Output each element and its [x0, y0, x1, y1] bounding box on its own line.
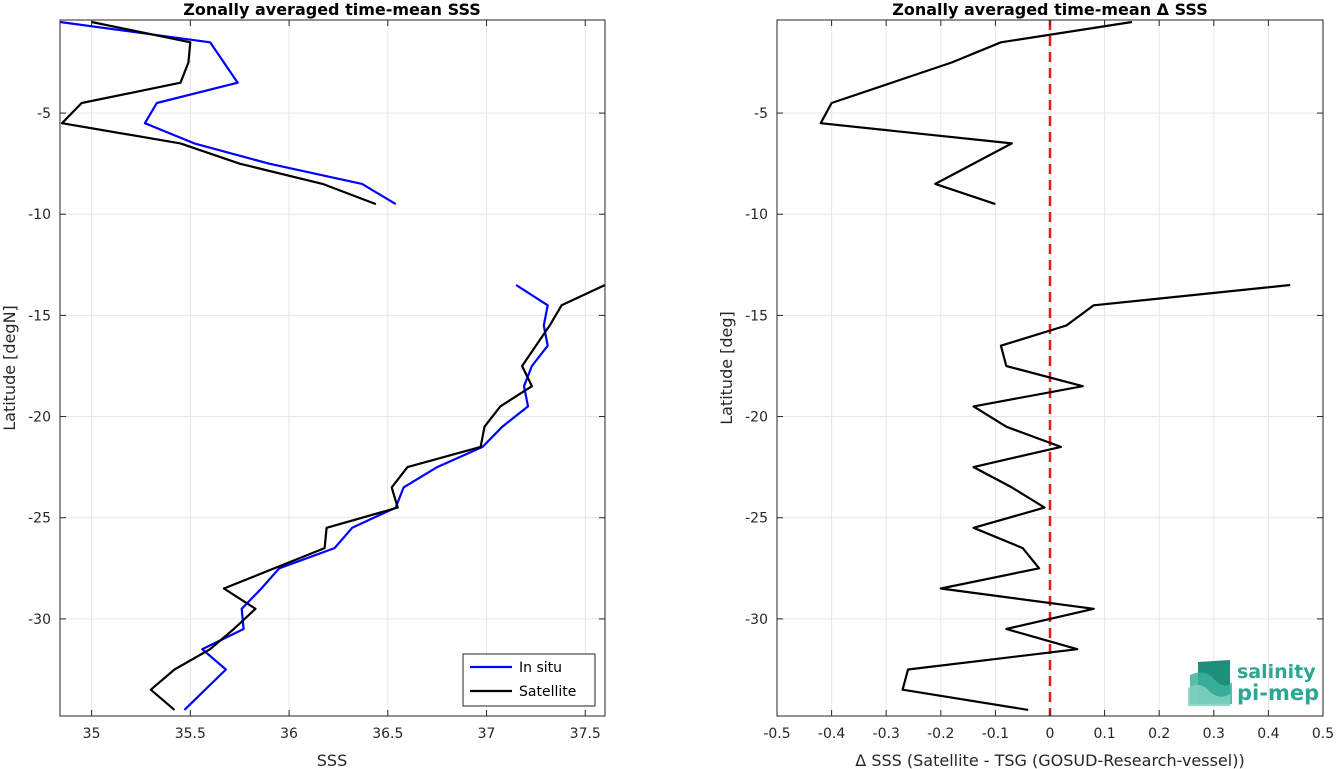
left-y-tick-label: -25: [28, 511, 51, 527]
legend-box: [462, 653, 596, 707]
right-x-tick-label: 0.4: [1257, 726, 1279, 742]
right-chart-panel: Zonally averaged time-mean Δ SSS -0.5 -0.…: [717, 0, 1334, 769]
right-series-0-line: [901, 283, 1291, 711]
right-chart-title: Zonally averaged time-mean Δ SSS: [892, 0, 1208, 19]
right-x-tick-label: -0.3: [873, 726, 900, 742]
left-y-tick-label: -10: [28, 207, 51, 223]
right-y-tick-label: -15: [745, 308, 768, 324]
left-y-tick-label: -15: [28, 308, 51, 324]
left-plot-area: [60, 20, 605, 716]
right-x-tick-label: 0.3: [1203, 726, 1225, 742]
legend-in-situ-label: In situ: [519, 660, 562, 676]
left-y-tick-label: -20: [28, 410, 51, 426]
right-series-0-line: [819, 20, 1133, 206]
left-axes-box: [59, 19, 606, 717]
left-chart-title: Zonally averaged time-mean SSS: [183, 0, 481, 19]
right-y-tick-label: -25: [745, 511, 768, 527]
left-y-ticks: -5 -10 -15 -20 -25 -30: [28, 106, 605, 628]
right-y-tick-label: -10: [745, 207, 768, 223]
left-x-ticks: 35 35.5 36 36.5 37 37.5: [83, 20, 601, 742]
right-x-tick-label: 0: [1046, 726, 1055, 742]
left-x-tick-label: 35.5: [175, 726, 206, 742]
left-x-tick-label: 36: [280, 726, 298, 742]
right-x-ticks: -0.5 -0.4 -0.3 -0.2 -0.1 0 0.1 0.2 0.3 0.4 0.5: [763, 20, 1334, 742]
right-x-tick-label: -0.1: [982, 726, 1009, 742]
right-x-tick-label: -0.4: [818, 726, 845, 742]
left-x-tick-label: 35: [83, 726, 101, 742]
left-y-tick-label: -5: [37, 106, 51, 122]
salinity-pi-mep-logo: salinity pi-mep: [1188, 660, 1319, 706]
left-satellite-line: [60, 20, 377, 206]
wave-logo-icon: [1188, 660, 1232, 706]
legend-satellite-label: Satellite: [519, 684, 576, 700]
left-x-tick-label: 37: [478, 726, 496, 742]
left-x-tick-label: 36.5: [372, 726, 403, 742]
left-x-axis-label: SSS: [317, 751, 347, 769]
right-x-tick-label: -0.2: [927, 726, 954, 742]
right-y-ticks: -5 -10 -15 -20 -25 -30: [745, 106, 1323, 628]
left-chart-panel: Zonally averaged time-mean SSS 35 35.5 36 3…: [0, 0, 606, 769]
right-y-axis-label: Latitude [deg]: [717, 311, 736, 425]
left-series-group: [59, 20, 606, 711]
left-in-situ-line: [183, 284, 549, 711]
left-y-tick-label: -30: [28, 612, 51, 628]
left-y-axis-label: Latitude [degN]: [0, 305, 19, 431]
right-y-tick-label: -5: [754, 106, 768, 122]
right-y-tick-label: -30: [745, 612, 768, 628]
left-in-situ-line: [59, 20, 397, 206]
right-series-group: [819, 20, 1291, 711]
logo-line-1: salinity: [1237, 661, 1316, 683]
right-y-tick-label: -20: [745, 410, 768, 426]
left-x-tick-label: 37.5: [570, 726, 601, 742]
right-x-axis-label: Δ SSS (Satellite - TSG (GOSUD-Research-v…: [855, 751, 1244, 769]
logo-line-2: pi-mep: [1237, 681, 1319, 705]
right-x-tick-label: -0.5: [763, 726, 790, 742]
right-x-tick-label: 0.1: [1093, 726, 1115, 742]
left-satellite-line: [149, 284, 606, 711]
right-x-tick-label: 0.5: [1312, 726, 1334, 742]
legend: In situ Satellite: [462, 653, 596, 707]
right-x-tick-label: 0.2: [1148, 726, 1170, 742]
